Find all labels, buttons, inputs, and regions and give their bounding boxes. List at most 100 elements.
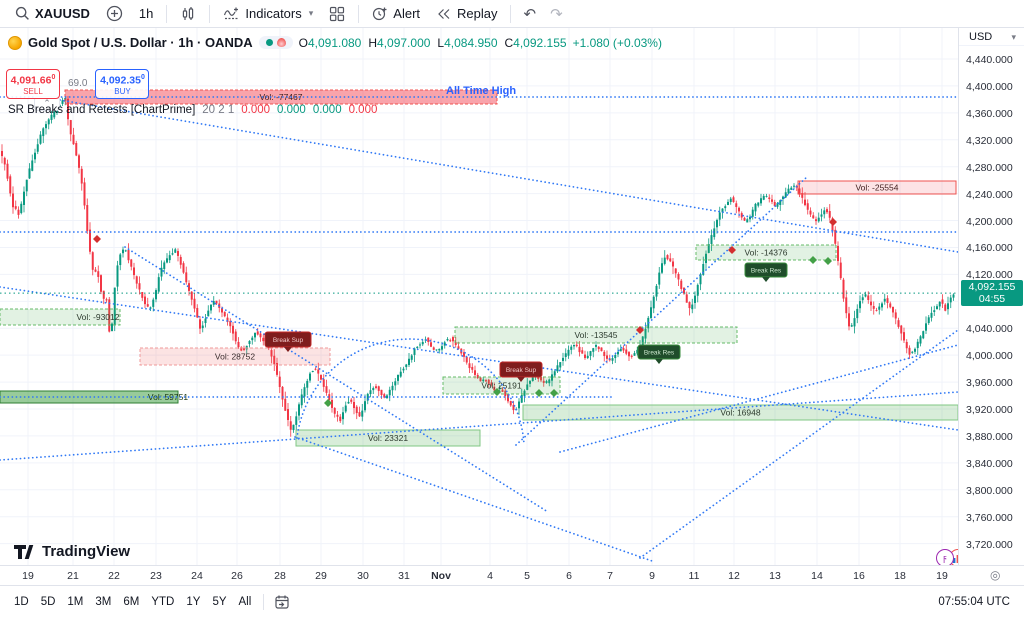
indicator-name: SR Breaks and Retests [ChartPrime] (8, 104, 196, 116)
time-tick-label: 30 (357, 570, 369, 582)
indicator-params: 20 2 1 (202, 104, 235, 116)
chart-type-button[interactable] (173, 4, 203, 24)
range-1y-button[interactable]: 1Y (186, 595, 201, 608)
redo-button[interactable]: ↷ (550, 5, 563, 23)
scale-target-icon[interactable]: ◎ (990, 568, 1001, 582)
break-label-box: Break Res (637, 344, 681, 364)
undo-button[interactable]: ↶ (523, 5, 537, 23)
price-tick-label: 3,880.000 (966, 430, 1013, 443)
grid (0, 28, 958, 565)
layout-grid-button[interactable] (322, 4, 352, 24)
replay-icon (436, 6, 452, 22)
range-3m-button[interactable]: 3M (95, 595, 112, 608)
time-tick-label: 6 (566, 570, 572, 582)
currency-selector[interactable]: USD ▾ (959, 28, 1024, 46)
range-1m-button[interactable]: 1M (67, 595, 84, 608)
price-tick-label: 4,360.000 (966, 107, 1013, 120)
sr-zone: Vol: -13545 (454, 326, 738, 344)
range-5d-button[interactable]: 5D (40, 595, 56, 608)
time-tick-label: 11 (688, 570, 700, 582)
time-axis[interactable]: 19 21 22 23 24 26 28 29 30 31 Nov 4 5 6 7 9 11 12 13 14 16 18… (0, 565, 1024, 585)
indicator-legend[interactable]: SR Breaks and Retests [ChartPrime] 20 2 … (8, 104, 377, 116)
price-tick-label: 4,240.000 (966, 188, 1013, 201)
compare-add-button[interactable] (99, 3, 130, 24)
range-ytd-button[interactable]: YTD (151, 595, 175, 608)
bar-countdown: 04:55 (978, 293, 1006, 306)
price-tick-label: 3,840.000 (966, 457, 1013, 470)
sr-zone-volume-label: Vol: -25554 (855, 183, 898, 193)
sell-button[interactable]: 4,091.660 SELL (6, 69, 60, 99)
buy-button[interactable]: 4,092.350 BUY (95, 69, 150, 99)
time-tick-label: 26 (231, 570, 243, 582)
currency-label: USD (969, 31, 993, 43)
candles (1, 96, 955, 437)
tradingview-logo[interactable]: TradingView (14, 543, 130, 560)
top-toolbar: XAUUSD 1h Indicators ▾ Alert Replay (0, 0, 1024, 28)
ohlc-c: C4,092.155 (504, 35, 567, 50)
trendlines[interactable] (0, 96, 958, 563)
retest-diamond-green (809, 256, 817, 264)
current-price-tag: 4,092.155 04:55 (961, 280, 1023, 307)
range-all-button[interactable]: All (238, 595, 252, 608)
indicators-button[interactable]: Indicators ▾ (216, 3, 320, 24)
chevron-down-icon: ▾ (308, 8, 314, 18)
time-tick-label: 21 (67, 570, 79, 582)
chart-canvas[interactable]: Vol: -77467 Vol: -25554 Vol: -14376 Vol: -9… (0, 28, 958, 565)
sr-zone: Vol: -93012 (0, 308, 121, 326)
time-tick-label: 28 (274, 570, 286, 582)
event-bubbles[interactable]: ϝ (936, 549, 958, 565)
utc-clock[interactable]: 07:55:04 UTC (938, 595, 1010, 608)
range-6m-button[interactable]: 6M (123, 595, 140, 608)
market-status-pill[interactable] (258, 36, 293, 49)
price-tick-label: 3,960.000 (966, 377, 1013, 390)
price-tick-label: 4,280.000 (966, 161, 1013, 174)
interval-button[interactable]: 1h (132, 4, 160, 23)
range-5y-button[interactable]: 5Y (212, 595, 227, 608)
plus-circle-icon (106, 5, 123, 22)
price-tick-label: 4,000.000 (966, 350, 1013, 363)
time-tick-label: 23 (150, 570, 162, 582)
toolbar-divider (358, 4, 360, 23)
price-tick-label: 4,320.000 (966, 134, 1013, 147)
price-tick-label: 3,800.000 (966, 484, 1013, 497)
toolbar-divider (166, 4, 168, 23)
indicator-values: 0.000 0.000 0.000 0.000 (241, 104, 377, 116)
price-tick-label: 4,040.000 (966, 323, 1013, 336)
tradingview-mark-icon (14, 544, 36, 559)
go-to-date-button[interactable] (270, 592, 294, 612)
symbol-search-button[interactable]: XAUUSD (8, 4, 97, 23)
replay-button[interactable]: Replay (429, 4, 504, 24)
ohlc-o: O4,091.080 (298, 35, 362, 50)
price-chart[interactable]: Vol: -77467 Vol: -25554 Vol: -14376 Vol: -9… (0, 28, 958, 565)
time-tick-label: 31 (398, 570, 410, 582)
retest-diamond-green (824, 257, 832, 265)
idea-bubble-icon[interactable]: ϝ (936, 549, 954, 565)
buy-price: 4,092.35 (100, 74, 141, 87)
break-label-box: Break Res (744, 262, 788, 282)
ellipse-drawing[interactable] (296, 338, 525, 445)
time-tick-label: 22 (108, 570, 120, 582)
tradingview-wordmark: TradingView (42, 543, 131, 560)
sell-price: 4,091.66 (10, 74, 52, 87)
range-1d-button[interactable]: 1D (14, 595, 29, 608)
time-tick-label: 12 (728, 570, 740, 582)
retest-diamond-red (728, 246, 736, 254)
sr-zone-volume-label: Vol: 23321 (368, 433, 408, 443)
price-axis[interactable]: USD ▾ 4,440.000 4,400.000 4,360.000 4,320.0… (958, 28, 1024, 565)
sr-zone: Vol: -14376 (695, 244, 837, 261)
replay-label: Replay (457, 6, 498, 21)
symbol-title[interactable]: Gold Spot / U.S. Dollar · 1h · OANDA (28, 35, 253, 50)
break-label-text: Break Res (644, 350, 675, 357)
price-tick-label: 4,200.000 (966, 215, 1013, 228)
price-tick-label: 4,400.000 (966, 80, 1013, 93)
sr-zone: Vol: -25554 (797, 180, 957, 195)
sr-zone-volume-label: Vol: 28752 (215, 352, 255, 362)
sell-label: SELL (23, 86, 43, 96)
current-price: 4,092.155 (968, 281, 1016, 294)
ohlc-h: H4,097.000 (368, 35, 431, 50)
hot-market-flame-icon (276, 38, 286, 47)
alert-button[interactable]: Alert (365, 4, 427, 24)
indicators-label: Indicators (245, 6, 302, 21)
ohlc-l: L4,084.950 (437, 35, 498, 50)
indicator-value: 0.000 (277, 104, 306, 116)
